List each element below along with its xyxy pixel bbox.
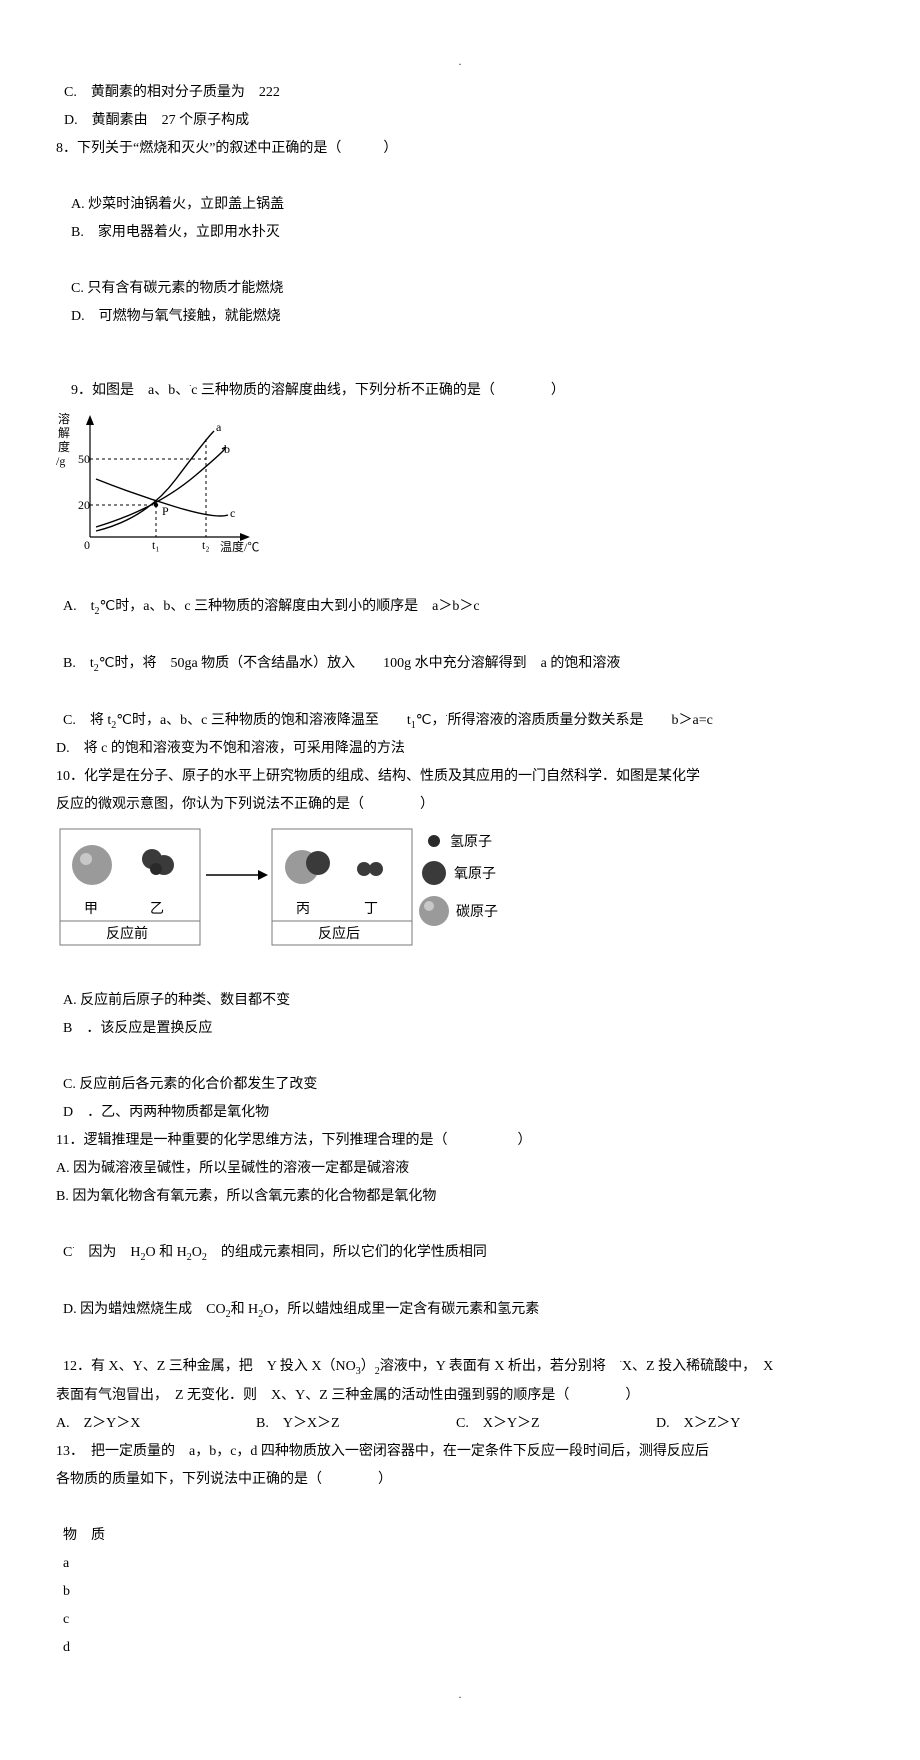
q11d-p1: D. 因为蜡烛燃烧生成 CO: [63, 1302, 226, 1317]
y-axis-label-3: 度: [58, 439, 70, 454]
q12s-d: X、Z 投入稀硫酸中， X: [622, 1359, 773, 1374]
q12-option-d: D. X＞Z＞Y: [656, 1410, 740, 1438]
point-p-label: P: [162, 504, 169, 518]
q12-option-b: B. Y＞X＞Z: [256, 1410, 456, 1438]
q12-option-c: C. X＞Y＞Z: [456, 1410, 656, 1438]
y-tick-20: 20: [78, 498, 90, 512]
q11d-p3: O，所以蜡烛组成里一定含有碳元素和氢元素: [263, 1302, 539, 1317]
q10-option-b: B ．该反应是置换反应: [63, 1021, 212, 1036]
q9-option-c: C. 将 t2℃时，a、b、c 三种物质的饱和溶液降温至 t1℃，.所得溶液的溶…: [56, 679, 864, 736]
q8-row2: C. 只有含有碳元素的物质才能燃烧 D. 可燃物与氧气接触，就能燃烧: [56, 247, 864, 331]
q8-option-d: D. 可燃物与氧气接触，就能燃烧: [71, 309, 281, 324]
q13-col-c: c: [63, 1606, 183, 1634]
q13-col-b: b: [63, 1578, 183, 1606]
legend-o: 氧原子: [454, 866, 496, 882]
label-jia: 甲: [84, 902, 98, 917]
q11c-p2: 因为 H: [88, 1245, 140, 1260]
q9-stem: 9．如图是 a、b、.c 三种物质的溶解度曲线，下列分析不正确的是（ ）: [56, 349, 864, 405]
q12s-a: 12．有 X、Y、Z 三种金属，把 Y 投入 X（NO: [63, 1359, 356, 1374]
q8-row1: A. 炒菜时油锅着火，立即盖上锅盖 B. 家用电器着火，立即用水扑灭: [56, 163, 864, 247]
q12-stem-line1: 12．有 X、Y、Z 三种金属，把 Y 投入 X（NO3）2溶液中，Y 表面有 …: [56, 1325, 864, 1382]
page-footer-dot: .: [56, 1682, 864, 1706]
solubility-graph: 溶 解 度 /g 50 20 0 t₁ t₂ 温度/℃ a b c P: [56, 409, 266, 559]
q10-row1: A. 反应前后原子的种类、数目都不变 B ．该反应是置换反应: [56, 959, 864, 1043]
legend-c: 碳原子: [456, 904, 498, 920]
q8-stem: 8．下列关于“燃烧和灭火”的叙述中正确的是（ ）: [56, 135, 864, 163]
label-bing: 丙: [296, 902, 310, 917]
label-ding: 丁: [364, 902, 378, 917]
q9-option-d: D. 将 c 的饱和溶液变为不饱和溶液，可采用降温的方法: [56, 735, 864, 763]
q9-option-a: A. t2℃时，a、b、c 三种物质的溶解度由大到小的顺序是 a＞b＞c: [56, 565, 864, 622]
q11c-p4: O: [192, 1245, 202, 1260]
q7-option-d: D. 黄酮素由 27 个原子构成: [56, 107, 864, 135]
y-tick-50: 50: [78, 452, 90, 466]
q11c-p3: O 和 H: [145, 1245, 186, 1260]
q12s-b: ）: [361, 1359, 375, 1374]
q8-option-c: C. 只有含有碳元素的物质才能燃烧: [71, 275, 351, 303]
label-after: 反应后: [318, 925, 360, 942]
y-axis-label-2: 解: [58, 426, 70, 440]
q10-option-c: C. 反应前后各元素的化合价都发生了改变: [63, 1071, 373, 1099]
label-before: 反应前: [106, 925, 148, 942]
q13-col-a: a: [63, 1550, 183, 1578]
q13-stem-line2: 各物质的质量如下，下列说法中正确的是（ ）: [56, 1466, 864, 1494]
inline-dot-icon: .: [620, 1355, 622, 1364]
q9c-p3: ℃，: [416, 713, 446, 728]
curve-c-label: c: [230, 506, 235, 520]
q9c-p4: 所得溶液的溶质质量分数关系是 b＞a=c: [448, 713, 713, 728]
q9b-p1: B. t: [63, 656, 94, 671]
inline-dot-icon: .: [72, 1241, 74, 1250]
y-axis-label-1: 溶: [58, 411, 70, 426]
x-tick-t2: t₂: [202, 538, 210, 552]
q10-option-a: A. 反应前后原子的种类、数目都不变: [63, 987, 373, 1015]
q7-option-c: C. 黄酮素的相对分子质量为 222: [56, 79, 864, 107]
sub-2: 2: [202, 1252, 207, 1263]
q9c-p1: C. 将 t: [63, 713, 111, 728]
q9c-p2: ℃时，a、b、c 三种物质的饱和溶液降温至 t: [116, 713, 411, 728]
x-tick-t1: t₁: [152, 538, 160, 552]
q10-stem-line1: 10．化学是在分子、原子的水平上研究物质的组成、结构、性质及其应用的一门自然科学…: [56, 763, 864, 791]
q11-option-a: A. 因为碱溶液呈碱性，所以呈碱性的溶液一定都是碱溶液: [56, 1155, 864, 1183]
curve-a-label: a: [216, 420, 222, 434]
q13-stem-line1: 13． 把一定质量的 a，b，c，d 四种物质放入一密闭容器中，在一定条件下反应…: [56, 1438, 864, 1466]
q9-stem-part2: c 三种物质的溶解度曲线，下列分析不正确的是（ ）: [191, 383, 565, 398]
inline-dot-icon: .: [189, 379, 191, 388]
q12-stem-line2: 表面有气泡冒出， Z 无变化．则 X、Y、Z 三种金属的活动性由强到弱的顺序是（…: [56, 1382, 864, 1410]
q8-option-b: B. 家用电器着火，立即用水扑灭: [71, 225, 280, 240]
page-header-dot: .: [56, 49, 864, 73]
q9a-p2: ℃时，a、b、c 三种物质的溶解度由大到小的顺序是 a＞b＞c: [100, 599, 480, 614]
q11c-p1: C: [63, 1245, 72, 1260]
q12-option-a: A. Z＞Y＞X: [56, 1410, 256, 1438]
legend-h: 氢原子: [450, 834, 492, 850]
q9-stem-part1: 9．如图是 a、b、: [71, 383, 189, 398]
reaction-diagram: 甲 乙 反应前 丙 丁 反应后 氢原子 氧原子 碳原子: [56, 823, 506, 953]
q13-row-label: 物 质: [63, 1522, 193, 1550]
q9b-p2: ℃时，将 50ga 物质（不含结晶水）放入 100g 水中充分溶解得到 a 的饱…: [99, 656, 621, 671]
q9a-p1: A. t: [63, 599, 95, 614]
q10-row2: C. 反应前后各元素的化合价都发生了改变 D ．乙、丙两种物质都是氧化物: [56, 1043, 864, 1127]
curve-b-label: b: [224, 442, 230, 456]
q10-stem-line2: 反应的微观示意图，你认为下列说法不正确的是（ ）: [56, 791, 864, 819]
q11-option-d: D. 因为蜡烛燃烧生成 CO2和 H2O，所以蜡烛组成里一定含有碳元素和氢元素: [56, 1268, 864, 1325]
x-axis-label: 温度/℃: [220, 539, 259, 554]
q13-col-d: d: [63, 1640, 70, 1655]
q9-option-b: B. t2℃时，将 50ga 物质（不含结晶水）放入 100g 水中充分溶解得到…: [56, 622, 864, 679]
label-yi: 乙: [150, 901, 164, 917]
q10-option-d: D ．乙、丙两种物质都是氧化物: [63, 1105, 269, 1120]
inline-dot-icon: .: [446, 709, 448, 718]
q11-stem: 11．逻辑推理是一种重要的化学思维方法，下列推理合理的是（ ）: [56, 1127, 864, 1155]
q8-option-a: A. 炒菜时油锅着火，立即盖上锅盖: [71, 191, 351, 219]
q11-option-b: B. 因为氧化物含有氧元素，所以含氧元素的化合物都是氧化物: [56, 1183, 864, 1211]
q13-table-header: 物 质 a b c d: [56, 1494, 864, 1662]
origin-label: 0: [84, 538, 90, 552]
y-axis-unit: /g: [56, 454, 65, 468]
q11c-p5: 的组成元素相同，所以它们的化学性质相同: [221, 1245, 487, 1260]
q11-option-c: C. 因为 H2O 和 H2O2 的组成元素相同，所以它们的化学性质相同: [56, 1211, 864, 1268]
q11d-p2: 和 H: [231, 1302, 259, 1317]
q12s-c: 溶液中，Y 表面有 X 析出，若分别将: [380, 1359, 620, 1374]
q12-options: A. Z＞Y＞X B. Y＞X＞Z C. X＞Y＞Z D. X＞Z＞Y: [56, 1410, 864, 1438]
